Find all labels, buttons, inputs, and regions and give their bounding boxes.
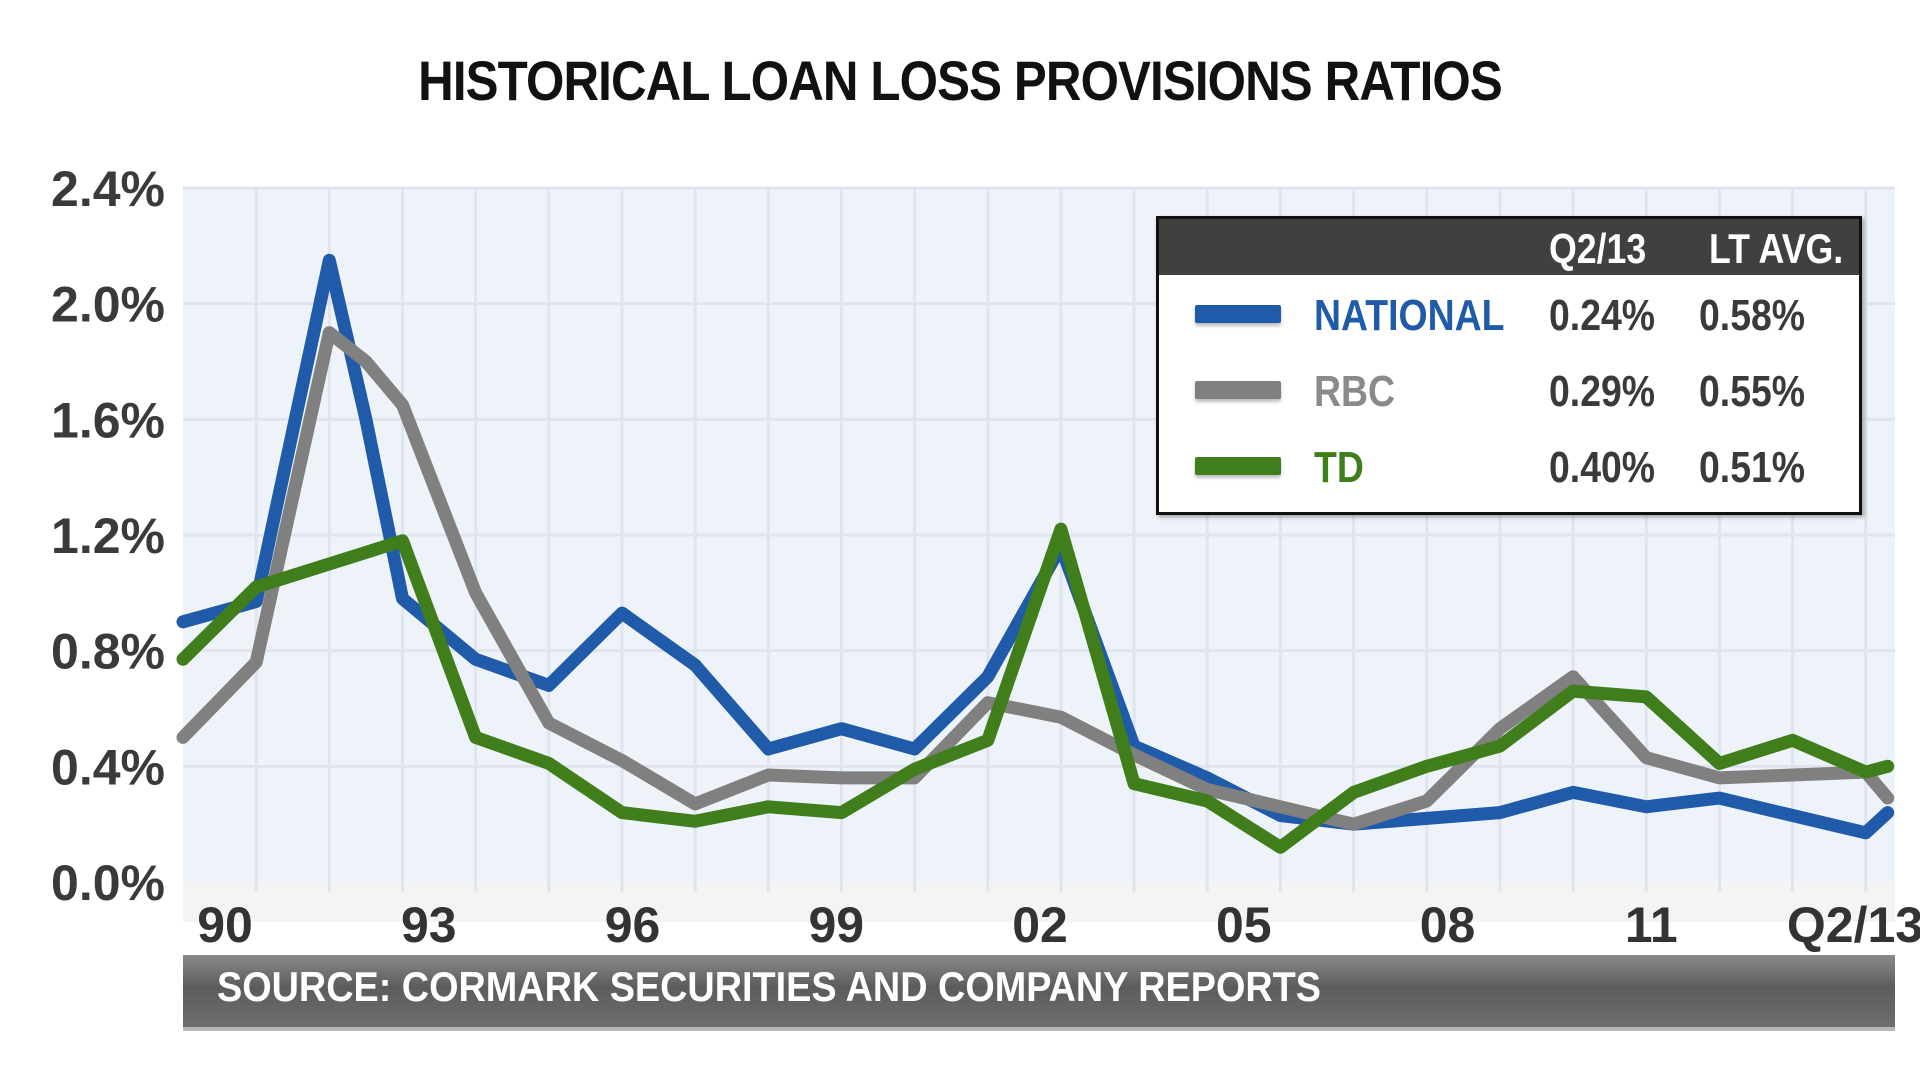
y-tick-label: 2.4%: [51, 161, 165, 217]
x-tick-label: 11: [1625, 897, 1678, 953]
legend-avg-rbc: 0.55%: [1699, 367, 1806, 416]
series-line-rbc: [176, 326, 1895, 831]
legend-q2-td: 0.40%: [1549, 443, 1656, 492]
source-bar: SOURCE: CORMARK SECURITIES AND COMPANY R…: [183, 955, 1895, 1031]
series-line-td: [176, 522, 1895, 854]
x-tick-label: 02: [1012, 897, 1068, 953]
legend-label-rbc: RBC: [1314, 367, 1396, 416]
legend-swatch-national: [1195, 305, 1281, 323]
chart-title: HISTORICAL LOAN LOSS PROVISIONS RATIOS: [418, 49, 1503, 112]
legend: Q2/13 LT AVG. NATIONAL 0.24% 0.58% RBC 0…: [1156, 216, 1862, 515]
x-tick-label: 99: [808, 897, 864, 953]
legend-swatch-td: [1195, 457, 1281, 475]
legend-q2-rbc: 0.29%: [1549, 367, 1656, 416]
x-tick-label: 05: [1216, 897, 1272, 953]
series-line-national: [176, 253, 1895, 840]
legend-col-q2: Q2/13: [1549, 225, 1647, 272]
legend-avg-td: 0.51%: [1699, 443, 1806, 492]
y-tick-label: 1.2%: [51, 508, 165, 564]
legend-q2-national: 0.24%: [1549, 291, 1656, 340]
legend-row-national: NATIONAL 0.24% 0.58%: [1159, 281, 1859, 351]
x-axis-strip: [183, 882, 1895, 922]
source-note: SOURCE: CORMARK SECURITIES AND COMPANY R…: [217, 963, 1321, 1010]
y-tick-label: 0.0%: [51, 855, 165, 911]
y-tick-label: 0.4%: [51, 739, 165, 795]
legend-col-lt-avg: LT AVG.: [1709, 225, 1844, 272]
x-tick-label: 90: [197, 897, 253, 953]
x-tick-label: 93: [401, 897, 457, 953]
legend-swatch-rbc: [1195, 381, 1281, 399]
y-tick-label: 0.8%: [51, 624, 165, 680]
legend-label-national: NATIONAL: [1314, 291, 1505, 340]
y-tick-label: 1.6%: [51, 392, 165, 448]
y-tick-label: 2.0%: [51, 277, 165, 333]
legend-header: Q2/13 LT AVG.: [1159, 219, 1859, 275]
x-tick-label: Q2/13: [1787, 897, 1920, 953]
legend-avg-national: 0.58%: [1699, 291, 1806, 340]
x-tick-label: 08: [1420, 897, 1476, 953]
legend-row-td: TD 0.40% 0.51%: [1159, 433, 1859, 503]
legend-row-rbc: RBC 0.29% 0.55%: [1159, 357, 1859, 427]
legend-label-td: TD: [1314, 443, 1364, 492]
x-tick-label: 96: [605, 897, 661, 953]
